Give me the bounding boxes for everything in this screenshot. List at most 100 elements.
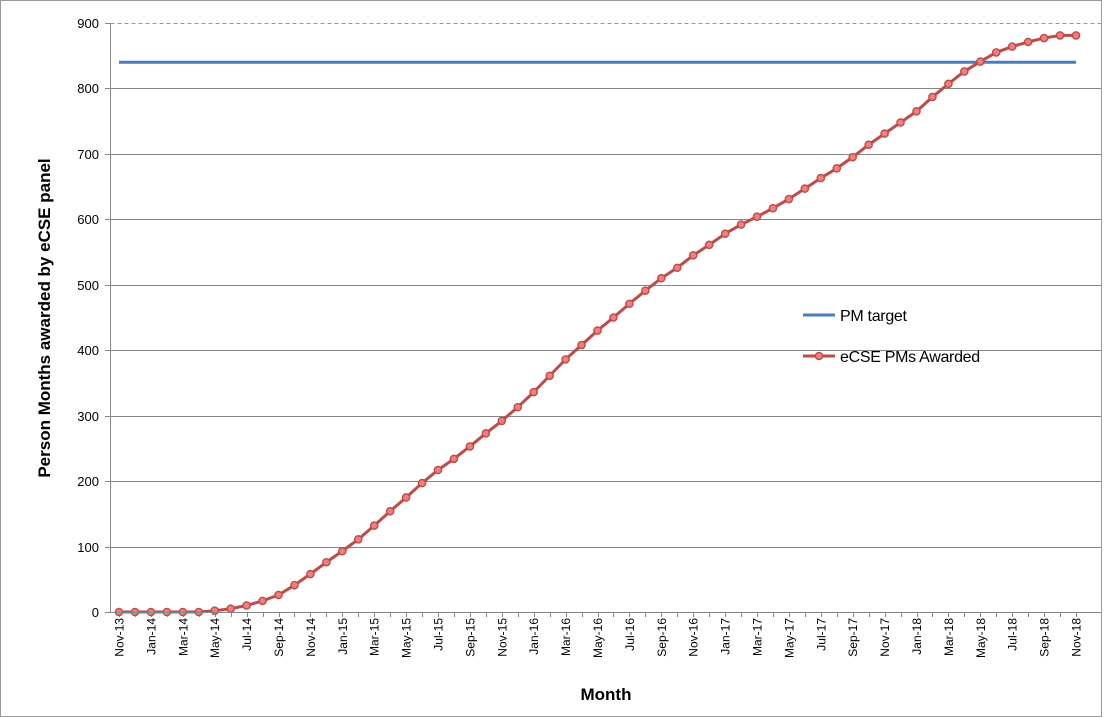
data-point [704, 240, 714, 250]
data-point [465, 442, 475, 451]
x-tick-label: May-15 [400, 618, 414, 658]
data-point [449, 454, 459, 464]
y-tick-label: 600 [77, 212, 99, 227]
data-point [672, 263, 682, 273]
y-tick-label: 100 [77, 540, 99, 555]
data-point [433, 465, 443, 475]
legend: PM target eCSE PMs Awarded [803, 308, 980, 366]
data-point [864, 140, 873, 150]
data-point [513, 402, 523, 412]
x-tick-label: Jan-17 [719, 618, 733, 655]
data-point [385, 506, 395, 516]
y-tick-label: 500 [77, 278, 99, 293]
data-point [880, 129, 889, 138]
y-axis-title: Person Months awarded by eCSE panel [35, 158, 54, 477]
data-point [401, 493, 411, 502]
y-tick-label: 300 [77, 409, 99, 424]
data-point [912, 107, 921, 116]
data-point [657, 273, 666, 283]
x-tick-label: Nov-16 [687, 618, 701, 657]
data-point [1039, 33, 1049, 43]
data-point [960, 67, 969, 76]
data-point [1023, 37, 1033, 47]
data-point [497, 416, 507, 426]
data-point [545, 371, 554, 381]
data-point [593, 326, 602, 335]
y-tick-label: 0 [92, 605, 99, 620]
data-point [991, 48, 1001, 57]
x-tick-label: Sep-16 [655, 618, 669, 657]
data-point [353, 535, 363, 544]
x-tick-label: Mar-16 [559, 618, 573, 656]
x-tick-label: May-16 [591, 618, 605, 658]
data-point [306, 569, 315, 579]
y-axis-ticks: 0 100 200 300 400 500 600 700 800 900 [77, 16, 110, 620]
data-point [720, 229, 730, 239]
data-point [1055, 31, 1065, 40]
data-point [322, 557, 331, 567]
x-tick-label: Sep-15 [463, 618, 477, 657]
x-axis-ticks: Nov-13 Jan-14 Mar-14 May-14 Jul-14 Sep-14 Nov-… [113, 612, 1084, 658]
data-point [274, 590, 283, 600]
y-tick-label: 400 [77, 343, 99, 358]
gridlines [110, 88, 1101, 548]
data-point [736, 220, 746, 229]
data-point [816, 173, 826, 183]
data-point [226, 604, 235, 614]
x-tick-label: Mar-17 [751, 618, 765, 656]
data-point [768, 203, 778, 213]
x-tick-label: Mar-15 [368, 618, 382, 656]
data-point [944, 79, 953, 89]
legend-label-pm-target: PM target [840, 308, 908, 325]
y-tick-label: 900 [77, 16, 99, 31]
data-point [928, 92, 937, 102]
series-1 [114, 31, 1081, 617]
x-axis-title: Month [581, 685, 632, 704]
x-tick-label: Jan-15 [336, 618, 350, 655]
x-tick-label: May-14 [208, 618, 222, 658]
data-point [1007, 42, 1017, 51]
x-tick-label: Jul-17 [814, 618, 828, 651]
data-point [688, 251, 698, 260]
x-tick-label: Jan-14 [144, 618, 158, 655]
x-tick-label: Mar-18 [942, 618, 956, 656]
x-tick-label: Jul-18 [1006, 618, 1020, 651]
x-tick-label: Mar-14 [176, 618, 190, 656]
y-tick-label: 800 [77, 81, 99, 96]
data-point [242, 601, 251, 610]
x-tick-label: May-18 [974, 618, 988, 658]
data-point [337, 546, 347, 556]
x-tick-label: Jan-18 [910, 618, 924, 655]
x-tick-label: Sep-18 [1038, 618, 1052, 657]
data-point [609, 313, 618, 322]
x-tick-label: Nov-17 [878, 618, 892, 657]
x-tick-label: Nov-15 [495, 618, 509, 657]
data-point [896, 118, 905, 127]
data-point [258, 596, 267, 606]
data-point [290, 580, 299, 590]
data-point [752, 212, 762, 222]
data-point [210, 606, 219, 615]
y-tick-label: 700 [77, 147, 99, 162]
x-tick-label: Jul-16 [623, 618, 637, 651]
legend-marker-ecse-pms [814, 351, 824, 361]
data-point [976, 57, 985, 66]
data-point [369, 521, 379, 530]
y-tick-label: 200 [77, 474, 99, 489]
data-point [577, 340, 586, 350]
x-tick-label: Nov-13 [113, 618, 127, 657]
x-tick-label: Sep-14 [272, 618, 286, 657]
x-tick-label: Sep-17 [846, 618, 860, 657]
x-tick-label: Nov-14 [304, 618, 318, 657]
data-point [848, 152, 858, 162]
series-layer [114, 31, 1081, 617]
data-point [417, 478, 427, 488]
legend-label-ecse-pms: eCSE PMs Awarded [840, 349, 980, 366]
x-tick-label: May-17 [782, 618, 796, 658]
x-tick-label: Nov-18 [1070, 618, 1084, 657]
data-point [784, 194, 794, 204]
x-tick-label: Jul-14 [240, 618, 254, 651]
data-point [561, 355, 570, 364]
